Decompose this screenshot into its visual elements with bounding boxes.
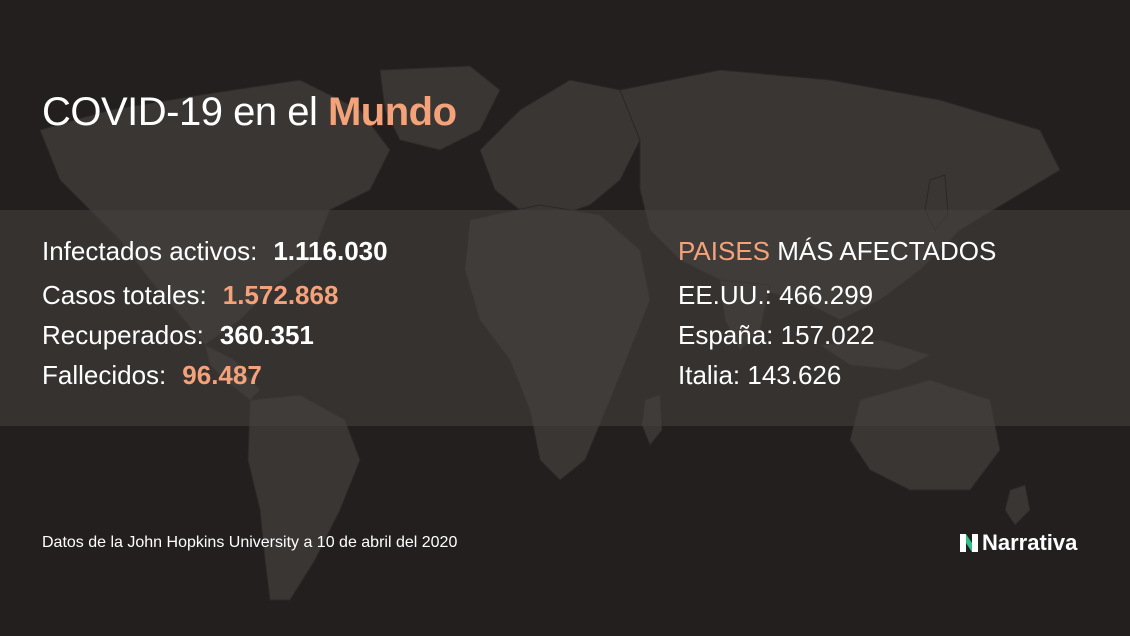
- stats-band: [0, 210, 1130, 426]
- title-highlight: Mundo: [327, 90, 457, 134]
- stat-value: 1.572.868: [222, 280, 339, 310]
- countries-heading-rest: MÁS AFECTADOS: [770, 236, 997, 266]
- stat-active-infected: Infectados activos: 1.116.030: [42, 236, 388, 267]
- country-item: EE.UU.: 466.299: [678, 280, 874, 310]
- stat-label: Casos totales:: [42, 280, 207, 310]
- country-item: Italia: 143.626: [678, 360, 842, 390]
- map-landmass-europe: [479, 79, 641, 216]
- countries-heading-highlight: PAISES: [678, 236, 771, 266]
- stat-label: Recuperados:: [42, 320, 204, 350]
- brand-logo: Narrativa: [958, 528, 1077, 558]
- country-item: España: 157.022: [678, 320, 875, 350]
- narrativa-logo-icon: [960, 534, 978, 552]
- stat-label: Infectados activos:: [42, 236, 258, 266]
- data-source-note: Datos de la John Hopkins University a 10…: [42, 534, 458, 551]
- countries-heading: PAISES MÁS AFECTADOS: [678, 236, 996, 267]
- stat-value: 1.116.030: [273, 236, 388, 266]
- stat-value: 96.487: [182, 360, 262, 390]
- stat-deceased: Fallecidos: 96.487: [42, 360, 262, 391]
- title-prefix: COVID-19 en el: [42, 90, 328, 134]
- stat-total-cases: Casos totales: 1.572.868: [42, 280, 338, 311]
- brand-name: Narrativa: [982, 530, 1078, 555]
- map-landmass-new-zealand: [1004, 484, 1031, 526]
- map-landmass-greenland: [379, 65, 501, 151]
- page-title: COVID-19 en el Mundo: [42, 90, 457, 135]
- stat-label: Fallecidos:: [42, 360, 167, 390]
- stat-recovered: Recuperados: 360.351: [42, 320, 314, 351]
- stat-value: 360.351: [219, 320, 314, 350]
